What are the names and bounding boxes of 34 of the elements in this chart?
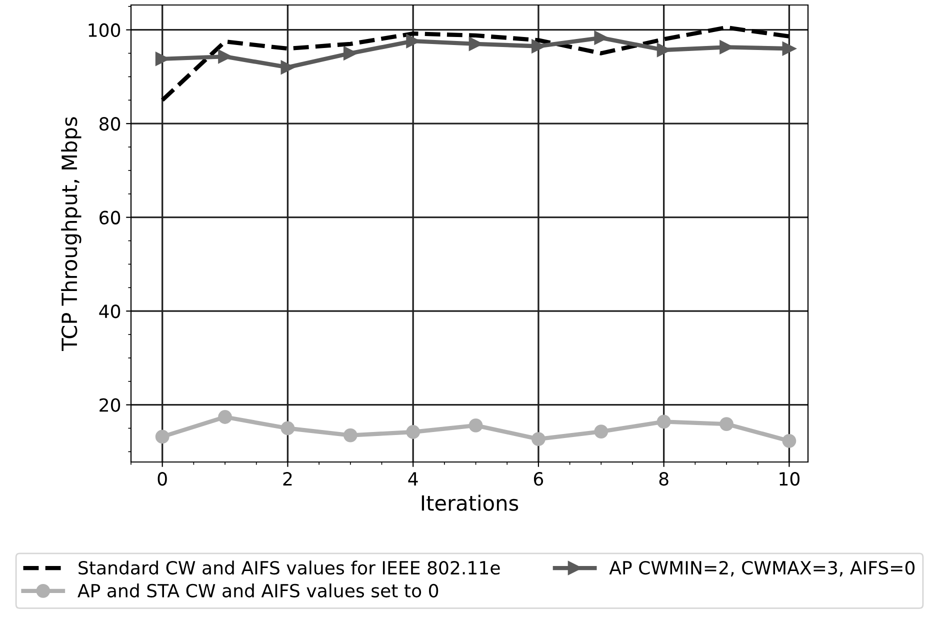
x-tick-label: 0 [158,472,167,486]
x-tick-label: 4 [408,472,418,486]
point [532,39,546,54]
legend-label: AP and STA CW and AIFS values set to 0 [78,584,438,598]
y-axis-title: TCP Throughput, Mbps [61,117,82,351]
legend-label: AP CWMIN=2, CWMAX=3, AIFS=0 [609,560,915,576]
y-tick-label: 60 [100,210,120,224]
point [532,432,546,446]
y-tick-label: 40 [99,304,120,318]
point [720,417,734,431]
x-tick-label: 8 [659,472,668,486]
y-tick-label: 100 [88,23,120,37]
x-axis-title: Iterations [422,494,518,511]
y-tick-label: 80 [100,117,120,131]
x-tick-label: 10 [780,472,800,486]
point [594,30,608,45]
point [343,46,358,60]
point [656,414,671,429]
line-series [160,25,792,102]
point [218,50,232,64]
x-tick-label: 6 [534,472,544,486]
point [406,425,420,439]
point [594,424,608,438]
x-tick-label: 2 [283,472,292,486]
point [280,421,295,436]
point [468,418,483,432]
point [280,60,295,74]
point [155,430,170,444]
y-tick-label: 20 [100,398,120,412]
point [218,410,232,424]
point [782,434,796,448]
point [343,428,358,442]
legend-label: Standard CW and AIFS values for IEEE 802.11e [78,560,500,575]
point [782,42,796,56]
